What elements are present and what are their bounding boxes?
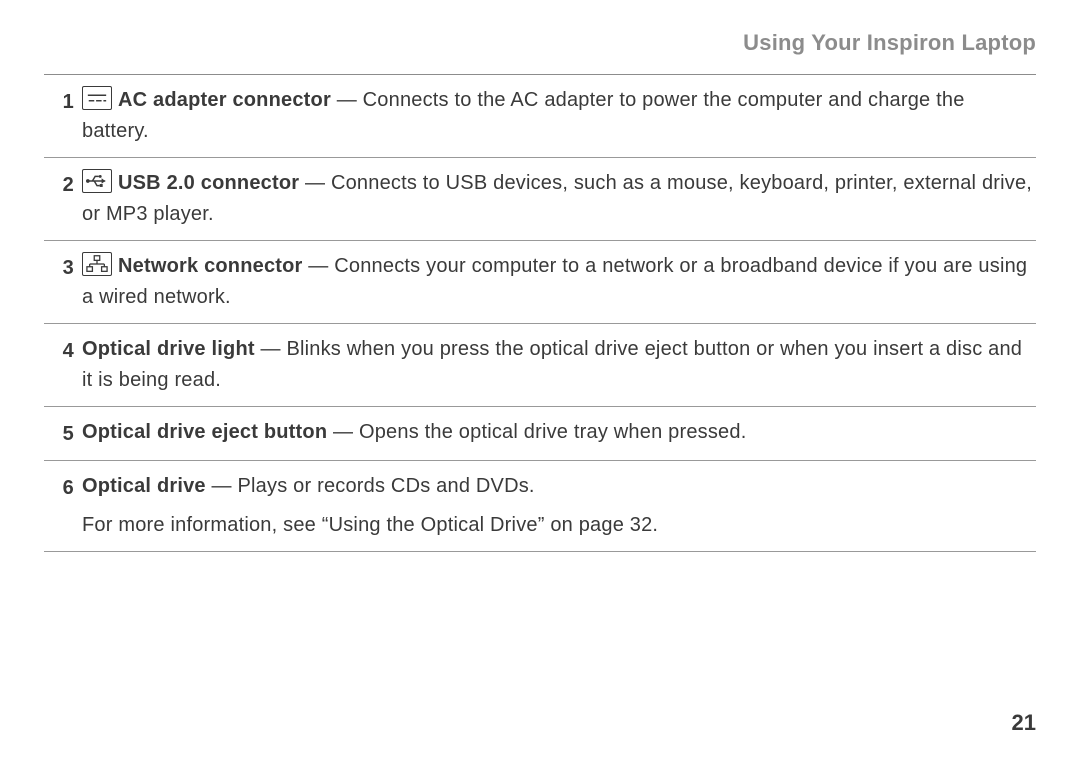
feature-body: Optical drive light — Blinks when you pr… <box>82 334 1036 396</box>
feature-number: 2 <box>44 168 82 201</box>
ac-adapter-icon <box>82 86 112 110</box>
feature-label: Network connector <box>118 255 303 277</box>
section-header: Using Your Inspiron Laptop <box>44 30 1036 56</box>
feature-row: 4 Optical drive light — Blinks when you … <box>44 324 1036 407</box>
feature-extra: For more information, see “Using the Opt… <box>82 510 1036 541</box>
feature-number: 1 <box>44 85 82 118</box>
feature-number: 3 <box>44 251 82 284</box>
feature-desc: Plays or records CDs and DVDs. <box>237 475 534 497</box>
network-icon <box>82 252 112 276</box>
usb-icon <box>82 169 112 193</box>
separator: — <box>299 172 331 194</box>
feature-body: AC adapter connector — Connects to the A… <box>82 85 1036 147</box>
feature-body: Network connector — Connects your comput… <box>82 251 1036 313</box>
feature-number: 6 <box>44 471 82 504</box>
separator: — <box>206 475 238 497</box>
feature-body: Optical drive eject button — Opens the o… <box>82 417 1036 448</box>
separator: — <box>331 89 363 111</box>
feature-label: USB 2.0 connector <box>118 172 299 194</box>
feature-row: 6 Optical drive — Plays or records CDs a… <box>44 461 1036 552</box>
manual-page: Using Your Inspiron Laptop 1 AC adapter … <box>0 0 1080 766</box>
feature-number: 5 <box>44 417 82 450</box>
feature-label: Optical drive <box>82 475 206 497</box>
feature-desc: Opens the optical drive tray when presse… <box>359 421 747 443</box>
feature-row: 2 USB 2.0 connector — Connects to USB de… <box>44 158 1036 241</box>
feature-body: Optical drive — Plays or records CDs and… <box>82 471 1036 541</box>
feature-number: 4 <box>44 334 82 367</box>
separator: — <box>303 255 335 277</box>
separator: — <box>255 338 287 360</box>
page-number: 21 <box>1012 710 1036 736</box>
feature-label: AC adapter connector <box>118 89 331 111</box>
separator: — <box>327 421 359 443</box>
feature-row: 1 AC adapter connector — Connects to the… <box>44 75 1036 158</box>
feature-row: 5 Optical drive eject button — Opens the… <box>44 407 1036 461</box>
feature-label: Optical drive eject button <box>82 421 327 443</box>
feature-body: USB 2.0 connector — Connects to USB devi… <box>82 168 1036 230</box>
feature-label: Optical drive light <box>82 338 255 360</box>
feature-row: 3 Network connector — Connects your comp… <box>44 241 1036 324</box>
